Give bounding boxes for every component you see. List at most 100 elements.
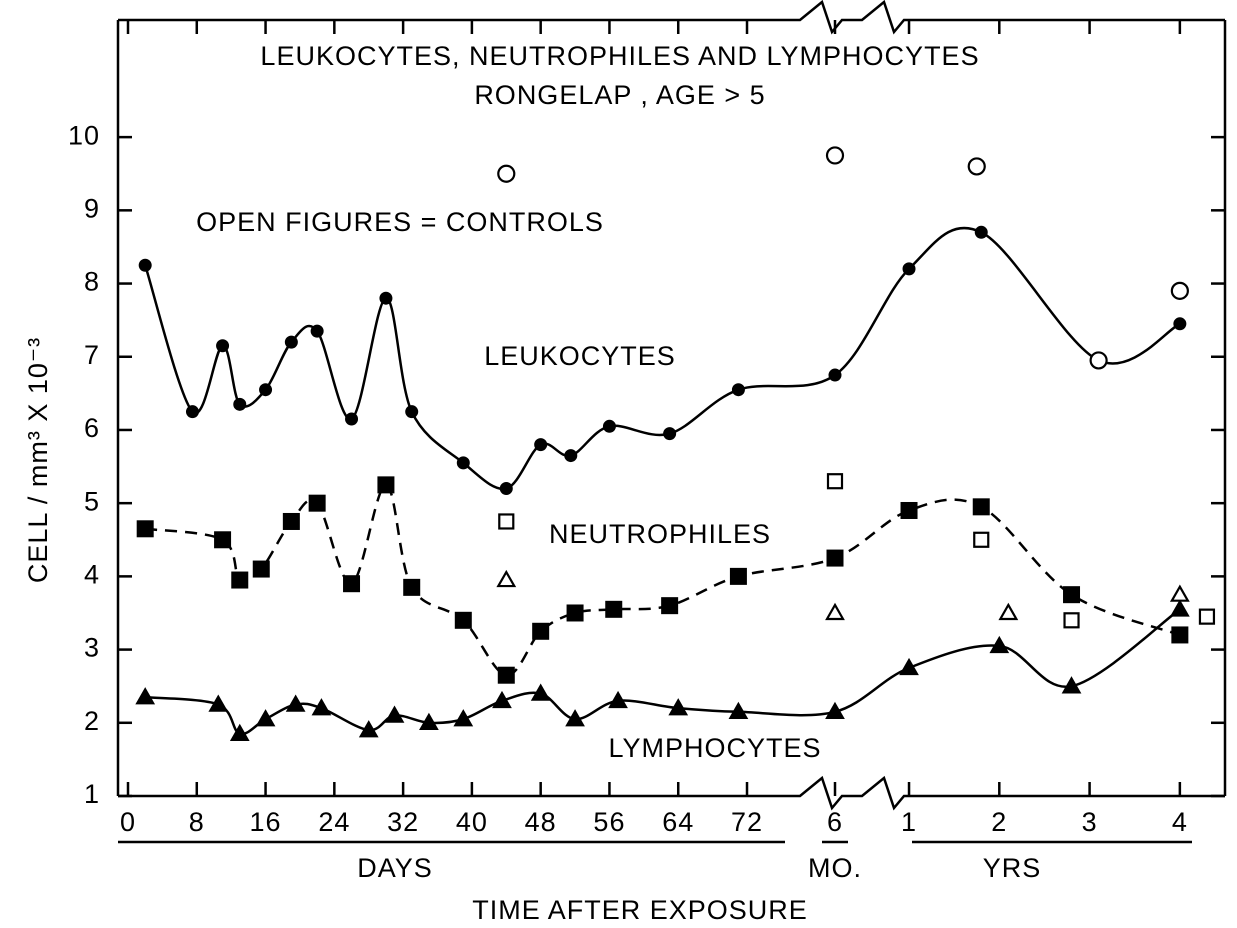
x-tick-label: 32: [387, 807, 419, 837]
point: [826, 473, 844, 490]
x-tick-label: 6: [827, 807, 843, 837]
point: [900, 501, 918, 519]
y-tick-label: 3: [84, 633, 100, 663]
point: [185, 405, 199, 419]
point: [731, 383, 745, 397]
point: [216, 339, 230, 353]
point: [825, 602, 845, 621]
x-axis-label: TIME AFTER EXPOSURE: [472, 895, 808, 925]
y-axis-label: CELL / mm³ X 10⁻³: [23, 337, 53, 583]
point: [1173, 317, 1187, 331]
point: [1089, 351, 1108, 370]
y-tick-label: 6: [84, 413, 100, 443]
x-tick-label: 0: [120, 807, 136, 837]
point: [231, 571, 249, 589]
segment-label: DAYS: [357, 853, 433, 883]
point: [608, 690, 628, 709]
point: [454, 611, 472, 629]
point: [668, 698, 689, 716]
series-line: [145, 483, 1181, 677]
point: [343, 575, 361, 593]
point: [661, 597, 679, 615]
point: [566, 604, 584, 622]
point: [259, 383, 273, 397]
point: [345, 412, 359, 426]
point: [358, 720, 379, 738]
point: [419, 712, 439, 731]
point: [208, 694, 229, 712]
point: [998, 602, 1019, 621]
x-tick-label: 8: [189, 807, 205, 837]
point: [285, 694, 306, 712]
point: [602, 419, 616, 433]
segment-label: MO.: [808, 853, 862, 883]
point: [564, 449, 578, 463]
point: [728, 701, 749, 720]
x-tick-label: 56: [593, 807, 625, 837]
annotation: OPEN FIGURES = CONTROLS: [196, 207, 604, 237]
point: [729, 567, 747, 585]
y-tick-label: 4: [84, 560, 100, 590]
x-tick-label: 1: [901, 807, 917, 837]
series-label: LEUKOCYTES: [484, 341, 676, 371]
chart-subtitle: RONGELAP , AGE > 5: [474, 80, 765, 110]
x-tick-label: 48: [525, 807, 557, 837]
point: [405, 405, 419, 419]
point: [1169, 584, 1190, 602]
y-tick-label: 7: [84, 340, 100, 370]
point: [377, 476, 395, 494]
point: [828, 368, 842, 382]
point: [899, 657, 919, 676]
point: [497, 164, 516, 183]
point: [135, 687, 156, 705]
point: [1169, 599, 1190, 617]
point: [384, 705, 405, 723]
x-tick-label: 72: [731, 807, 763, 837]
point: [136, 520, 154, 538]
point: [1063, 586, 1081, 604]
series-label: NEUTROPHILES: [549, 519, 771, 549]
point: [282, 512, 300, 530]
point: [605, 600, 623, 618]
y-tick-label: 9: [84, 193, 100, 223]
series-line: [145, 608, 1181, 736]
point: [1063, 612, 1080, 629]
point: [989, 635, 1010, 654]
point: [214, 531, 232, 549]
x-tick-label: 64: [662, 807, 694, 837]
point: [565, 709, 585, 727]
point: [496, 569, 517, 588]
y-tick-label: 1: [84, 779, 100, 809]
point: [1061, 676, 1082, 694]
frame: [116, 0, 1227, 811]
point: [498, 513, 515, 530]
point: [826, 549, 844, 567]
point: [499, 482, 513, 496]
point: [825, 701, 845, 720]
y-tick-label: 2: [84, 706, 100, 736]
point: [403, 578, 421, 596]
y-tick-label: 5: [84, 486, 100, 516]
point: [138, 258, 152, 272]
point: [379, 291, 393, 305]
point: [663, 427, 677, 441]
x-tick-label: 40: [456, 807, 488, 837]
x-tick-label: 16: [250, 807, 282, 837]
point: [974, 225, 988, 239]
point: [453, 709, 474, 727]
point: [1171, 626, 1189, 644]
point: [825, 146, 845, 165]
point: [497, 666, 515, 684]
segment-label: YRS: [983, 853, 1042, 883]
point: [972, 498, 990, 516]
point: [310, 324, 324, 338]
point: [902, 262, 916, 276]
x-tick-label: 24: [318, 807, 350, 837]
y-tick-label: 10: [68, 120, 100, 150]
point: [311, 698, 332, 716]
x-tick-label: 2: [991, 807, 1007, 837]
point: [233, 397, 247, 411]
point: [532, 622, 550, 640]
x-tick-label: 3: [1082, 807, 1098, 837]
